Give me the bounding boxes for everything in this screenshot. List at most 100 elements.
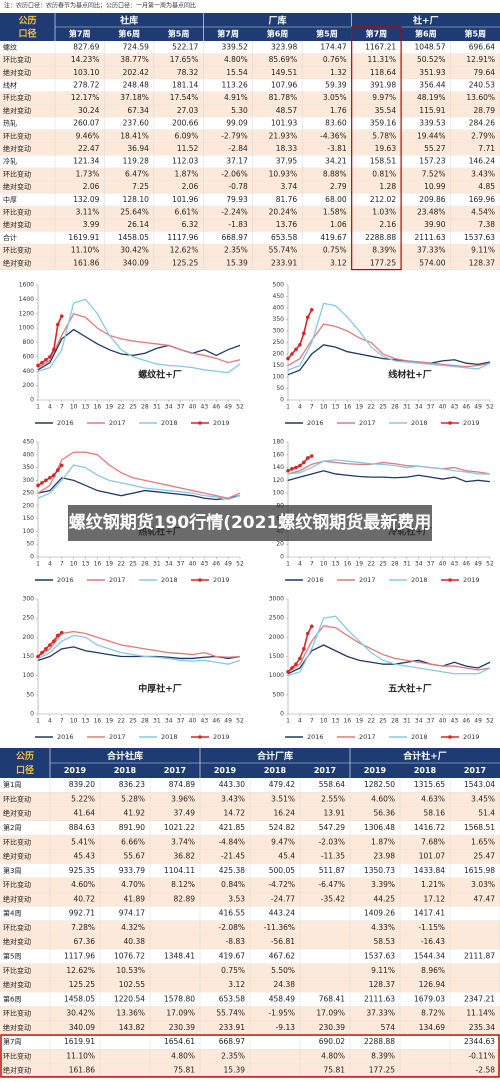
row-label: 绝对变动 [3, 852, 31, 861]
table-cell: 2.06 [83, 182, 100, 191]
x-tick-label: 1 [36, 718, 40, 725]
table-cell: 416.55 [219, 909, 245, 918]
table-cell: -56.81 [271, 937, 295, 946]
legend-label: 2016 [307, 419, 324, 427]
table-cell: -2.58 [476, 1066, 496, 1075]
y-tick-label: 1400 [19, 296, 34, 303]
table-cell: 37.95 [276, 157, 298, 166]
table-cell: 2347.21 [464, 994, 495, 1003]
table-cell: 68.00 [325, 195, 347, 204]
x-tick-label: 46 [212, 718, 220, 725]
table-cell: 4.63% [421, 794, 445, 803]
table-cell: 1104.11 [164, 866, 195, 875]
table-cell: 58.53 [374, 937, 396, 946]
table-cell: -0.11% [468, 1051, 495, 1060]
table-cell: 1619.91 [68, 233, 99, 242]
table-cell: 115.91 [419, 106, 445, 115]
table-cell: 1.73% [76, 169, 100, 178]
point [52, 347, 56, 352]
table-cell: 12.62% [170, 246, 199, 255]
table-cell: 9.46% [76, 131, 100, 140]
table-cell: 925.35 [69, 866, 95, 875]
table-cell: 1167.21 [365, 42, 396, 51]
row-label: 环比变动 [3, 131, 31, 140]
row-bg [0, 53, 500, 67]
x-tick-label: 10 [70, 404, 78, 411]
table-cell: 15.39 [224, 1066, 246, 1075]
table-cell: 8.72% [421, 1009, 445, 1018]
row-label: 第3周 [3, 866, 21, 875]
table-cell: 36.94 [127, 144, 149, 153]
y-tick-label: 200 [23, 502, 35, 509]
row-label: 环比变动 [3, 794, 31, 803]
y-tick-label: 400 [273, 305, 285, 312]
legend-label: 2017 [109, 576, 126, 584]
point [294, 465, 298, 470]
table-cell: 41.92 [124, 809, 146, 818]
x-tick-label: 49 [474, 404, 482, 411]
table-cell: 48.57 [276, 106, 298, 115]
table-cell: 41.64 [74, 809, 96, 818]
chart-title: 线材社+厂 [388, 369, 432, 381]
row-label: 环比变动 [3, 837, 31, 846]
table-cell: 1458.05 [118, 233, 149, 242]
table-cell: 7.71 [478, 144, 495, 153]
table-cell: 6.66% [121, 837, 145, 846]
group-header: 厂库 [268, 15, 286, 27]
row-label: 热轧 [3, 119, 17, 128]
point [309, 308, 314, 312]
table-cell: 8.39% [372, 246, 396, 255]
y-tick-label: 350 [23, 464, 35, 471]
row-label: 环比变动 [3, 207, 31, 216]
x-tick-label: 4 [298, 718, 302, 725]
x-tick-label: 52 [236, 404, 244, 411]
legend-marker [448, 735, 452, 739]
table-cell: 574.00 [419, 258, 445, 267]
series-line [287, 302, 491, 371]
table-cell: 3.53 [228, 894, 245, 903]
legend-label: 2016 [307, 576, 324, 584]
table-cell: 17.12 [424, 894, 446, 903]
table-cell: 1417.41 [414, 909, 445, 918]
point [56, 468, 60, 472]
point [44, 478, 48, 483]
table-cell: 128.37 [469, 258, 495, 267]
series-line [287, 615, 491, 677]
table-cell: 1416.72 [414, 823, 445, 832]
x-tick-label: 52 [486, 404, 494, 411]
table-cell: 1.65% [471, 837, 495, 846]
column-header: 第7周 [217, 29, 239, 39]
legend-label: 2018 [411, 576, 428, 584]
table-cell: 839.20 [69, 780, 95, 789]
x-tick-label: 25 [379, 404, 387, 411]
x-tick-label: 52 [236, 561, 244, 568]
table-cell: 574 [381, 1023, 396, 1032]
table-cell: 524.82 [269, 823, 295, 832]
y-tick-label: 100 [23, 528, 35, 535]
table-cell: 668.97 [219, 1037, 245, 1046]
table-cell: 768.41 [319, 994, 345, 1003]
point [298, 343, 302, 347]
table-cell: 35.54 [375, 106, 397, 115]
table-cell: 240.53 [469, 80, 495, 89]
series-line [37, 634, 241, 665]
y-tick-label: 0 [30, 554, 34, 561]
table-cell: 3.12 [330, 258, 347, 267]
y-tick-label: 300 [23, 596, 35, 603]
x-tick-label: 28 [391, 718, 399, 725]
series-line [37, 630, 241, 658]
table-cell: 339.53 [419, 119, 445, 128]
x-tick-label: 49 [474, 718, 482, 725]
table-cell: 2.35% [224, 246, 248, 255]
y-tick-label: 1500 [269, 653, 284, 660]
table-cell: 2111.63 [364, 994, 395, 1003]
series-line [37, 464, 241, 501]
table-cell: 2.06 [182, 182, 199, 191]
point [40, 481, 44, 485]
y-tick-label: 2500 [269, 615, 284, 622]
x-tick-label: 4 [48, 561, 52, 568]
table-cell: 11.10% [71, 246, 100, 255]
column-header: 第6周 [415, 29, 437, 39]
chart-title: 螺纹社+厂 [138, 369, 182, 381]
series-line [37, 451, 241, 499]
